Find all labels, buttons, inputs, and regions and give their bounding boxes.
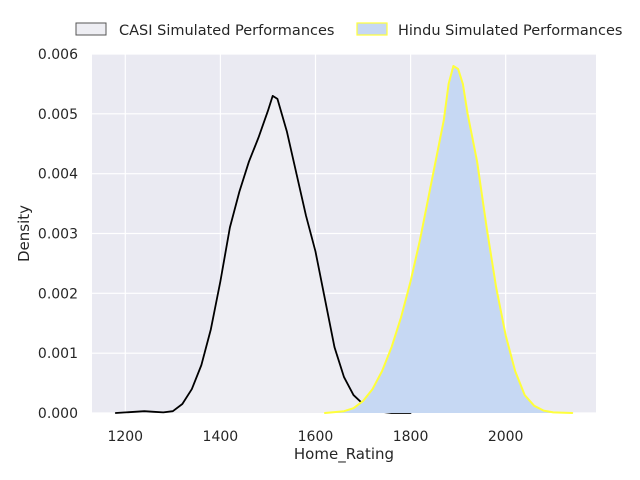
x-tick-label: 1800 (393, 429, 429, 445)
y-tick-label: 0.001 (38, 346, 78, 362)
legend-label-hindu: Hindu Simulated Performances (398, 23, 622, 39)
hindu-line (323, 64, 574, 414)
x-tick-label: 2000 (488, 429, 524, 445)
casi-line (114, 94, 412, 414)
y-tick-label: 0.004 (38, 167, 78, 183)
y-axis-label: Density (15, 205, 33, 262)
y-tick-label: 0.006 (38, 47, 78, 63)
tick-layer: 1200 1400 1600 1800 2000 0.000 0.001 0.002 0.003… (38, 47, 524, 445)
legend-swatch-casi (75, 22, 107, 36)
y-tick-label: 0.003 (38, 227, 78, 243)
legend-swatch-hindu (356, 22, 388, 36)
x-tick-label: 1400 (203, 429, 239, 445)
x-tick-label: 1200 (107, 429, 143, 445)
legend: CASI Simulated Performances Hindu Simula… (75, 22, 622, 39)
x-axis-label: Home_Rating (294, 445, 394, 464)
hindu-area (324, 65, 573, 413)
y-tick-label: 0.000 (38, 406, 78, 422)
series-layer (114, 64, 574, 414)
legend-label-casi: CASI Simulated Performances (119, 23, 334, 39)
grid-layer (92, 53, 596, 414)
casi-area (115, 95, 411, 413)
y-tick-label: 0.005 (38, 107, 78, 123)
x-tick-label: 1600 (298, 429, 334, 445)
y-tick-label: 0.002 (38, 286, 78, 302)
